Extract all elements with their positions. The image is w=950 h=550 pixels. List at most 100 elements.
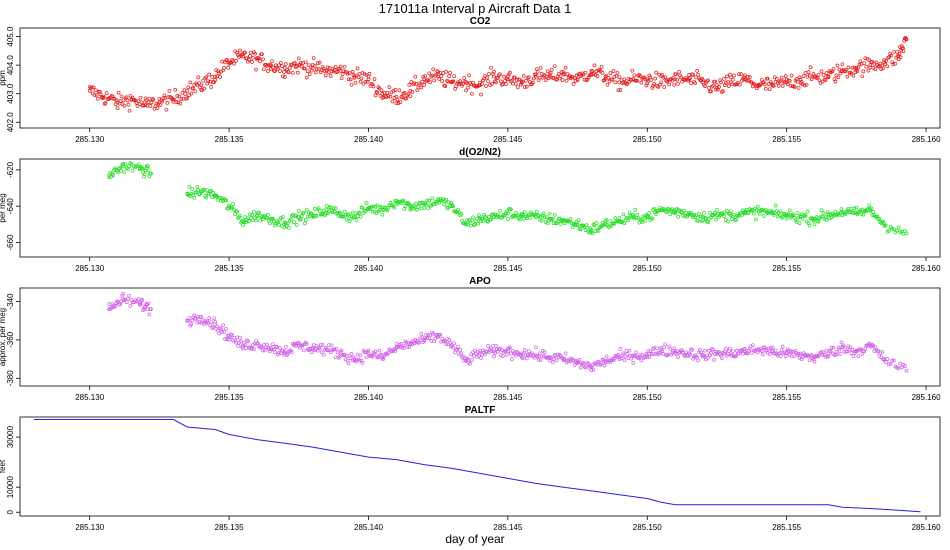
data-point (252, 347, 256, 351)
data-point (497, 214, 501, 219)
data-point (896, 225, 901, 230)
data-point (408, 89, 413, 93)
data-point (296, 56, 301, 61)
data-point (402, 207, 407, 211)
data-point (819, 69, 824, 74)
data-point (255, 213, 259, 218)
data-point (753, 217, 758, 222)
data-point (812, 74, 817, 79)
data-point (213, 322, 218, 327)
data-point (215, 324, 219, 329)
data-point (484, 84, 488, 88)
data-point (324, 69, 329, 73)
data-point (127, 164, 131, 169)
data-point (425, 336, 430, 341)
data-point (556, 72, 561, 76)
data-point (279, 216, 283, 220)
data-point (754, 86, 759, 90)
data-point (147, 96, 152, 101)
data-point (126, 297, 130, 302)
data-point (672, 82, 677, 87)
data-point (549, 217, 554, 222)
data-point (428, 333, 433, 338)
data-point (250, 60, 254, 64)
data-point (302, 221, 307, 226)
data-point (320, 64, 325, 69)
data-point (352, 75, 357, 80)
data-point (662, 345, 667, 350)
data-point (281, 349, 285, 353)
data-point (904, 37, 909, 42)
data-point (122, 170, 127, 175)
x-tick-label: 285.145 (493, 135, 522, 144)
data-point (896, 366, 901, 371)
data-point (860, 74, 865, 79)
data-point (849, 351, 854, 355)
panel-title: APO (469, 276, 491, 287)
data-point (315, 61, 320, 65)
data-point (690, 213, 694, 218)
data-point (378, 93, 383, 98)
data-point (696, 358, 700, 363)
data-point (330, 210, 335, 215)
data-point (785, 82, 790, 86)
data-point (545, 69, 550, 74)
data-point (364, 355, 369, 360)
data-point (380, 91, 385, 96)
data-point (236, 344, 240, 348)
data-point (254, 67, 258, 72)
data-point (241, 343, 245, 348)
data-point (120, 293, 125, 298)
data-point (761, 214, 766, 218)
data-point (339, 76, 344, 81)
data-point (266, 69, 270, 73)
data-point (898, 361, 903, 366)
data-point (748, 79, 753, 84)
data-point (388, 94, 393, 99)
data-point (261, 217, 265, 222)
data-point (333, 206, 338, 211)
data-point (882, 60, 887, 65)
data-point (737, 72, 741, 77)
data-point (157, 100, 162, 105)
data-point (853, 70, 858, 74)
data-point (227, 334, 231, 338)
data-point (298, 217, 303, 222)
data-point (713, 79, 717, 84)
data-point (731, 349, 735, 354)
data-point (390, 99, 395, 104)
data-point (626, 76, 631, 81)
data-point (349, 82, 354, 87)
data-point (514, 78, 519, 82)
data-point (895, 49, 900, 54)
data-point (338, 211, 343, 216)
data-point (638, 352, 643, 357)
data-point (855, 69, 860, 74)
data-point (756, 347, 761, 352)
data-point (526, 349, 531, 354)
data-point (304, 208, 309, 212)
data-point (185, 96, 190, 100)
data-point (778, 209, 783, 214)
data-point (269, 345, 273, 350)
data-point (712, 357, 716, 362)
data-point (589, 72, 594, 77)
data-point (282, 70, 286, 74)
data-point (797, 75, 802, 80)
data-point (356, 75, 361, 80)
data-point (868, 207, 873, 212)
data-point (631, 77, 636, 82)
data-point (519, 351, 524, 356)
data-point (508, 345, 512, 350)
data-point (207, 316, 212, 320)
data-point (146, 100, 151, 104)
data-point (194, 316, 199, 321)
data-point (241, 218, 245, 223)
data-point (175, 94, 180, 98)
data-point (111, 304, 116, 308)
data-point (418, 336, 423, 341)
data-point (199, 83, 204, 87)
data-point (247, 57, 251, 62)
data-point (820, 79, 825, 84)
data-point (605, 223, 610, 227)
